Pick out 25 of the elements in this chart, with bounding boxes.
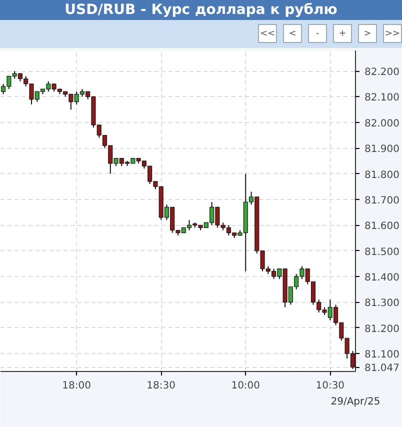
chart-title: USD/RUB - Курс доллара к рублю	[64, 1, 338, 20]
y-tick-label: 81.400	[364, 272, 400, 284]
text: <	[283, 24, 302, 43]
y-tick-label: 81.800	[364, 170, 400, 181]
x-tick-label: 18:00	[62, 380, 91, 392]
x-tick-label: 10:30	[316, 380, 345, 392]
text: >>	[383, 24, 402, 43]
y-tick-label: 81.600	[364, 221, 400, 232]
x-tick-label: 10:00	[231, 380, 260, 392]
text: -	[308, 24, 327, 43]
y-tick-label: 82.000	[364, 118, 400, 130]
y-tick-label: 81.200	[364, 324, 400, 335]
text: <<	[258, 24, 277, 43]
y-tick-label: 81.047	[364, 363, 400, 374]
y-tick-label: 81.900	[364, 144, 400, 156]
y-tick-label: 82.200	[364, 67, 400, 78]
text: +	[333, 24, 352, 43]
text: 29/Apr/25	[330, 396, 380, 408]
y-tick-label: 82.100	[364, 92, 400, 104]
x-tick-label: 18:30	[146, 380, 176, 392]
y-tick-label: 81.500	[364, 246, 400, 258]
y-tick-label: 81.100	[364, 350, 400, 361]
text: >	[358, 24, 377, 43]
y-tick-label: 81.700	[364, 195, 400, 206]
y-tick-label: 81.300	[364, 298, 400, 310]
